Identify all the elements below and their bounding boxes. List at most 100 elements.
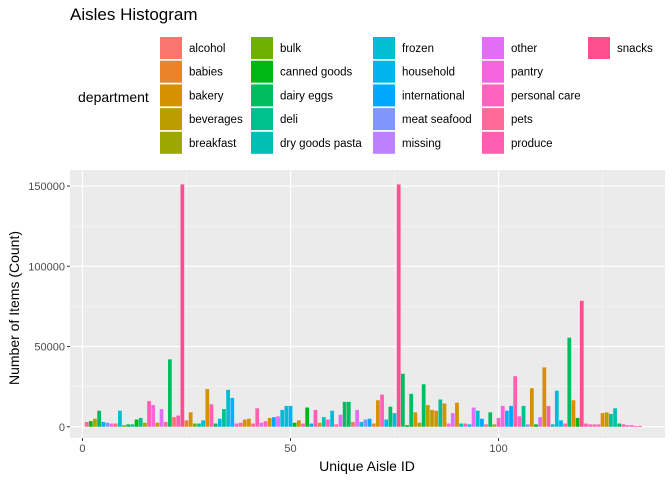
- bar-aisle-72: [380, 394, 384, 427]
- bar-aisle-109: [534, 424, 538, 427]
- bar-aisle-12: [130, 424, 135, 427]
- bar-aisle-51: [292, 422, 297, 427]
- legend-label: babies: [189, 67, 223, 79]
- y-tick-label: 150000: [28, 181, 65, 193]
- bar-aisle-11: [126, 424, 131, 427]
- chart-title: Aisles Histogram: [70, 5, 198, 24]
- bar-aisle-69: [367, 418, 372, 427]
- bar-aisle-68: [363, 419, 368, 427]
- bar-aisle-47: [276, 416, 280, 427]
- legend-key-beverages: [160, 108, 182, 131]
- bar-aisle-111: [542, 367, 547, 427]
- legend-key-bakery: [160, 84, 182, 107]
- legend-label: frozen: [402, 43, 434, 55]
- bar-aisle-24: [180, 184, 185, 427]
- legend: department alcohol babies bakery beverages b…: [78, 37, 653, 154]
- legend-key-alcohol: [160, 37, 182, 59]
- bar-aisle-117: [567, 337, 572, 427]
- legend-label: household: [402, 67, 455, 79]
- bar-aisle-133: [634, 425, 638, 427]
- legend-key-frozen: [373, 37, 395, 59]
- bar-aisle-62: [338, 414, 343, 427]
- legend-key-deli: [251, 108, 273, 131]
- bar-aisle-50: [288, 405, 293, 427]
- bar-aisle-123: [592, 424, 597, 427]
- bar-aisle-129: [617, 423, 622, 427]
- bar-aisle-43: [259, 422, 264, 427]
- bar-aisle-124: [596, 424, 601, 427]
- panel-background: [70, 170, 665, 438]
- bar-aisle-114: [554, 390, 559, 427]
- bar-aisle-21: [167, 359, 172, 427]
- bar-aisle-23: [176, 415, 181, 427]
- legend-label: produce: [511, 138, 553, 150]
- legend-key-dairy-eggs: [251, 84, 273, 107]
- bar-aisle-107: [525, 424, 530, 427]
- legend-key-canned-goods: [251, 60, 273, 83]
- legend-label: alcohol: [189, 43, 225, 55]
- bar-aisle-70: [371, 423, 376, 427]
- bar-aisle-78: [405, 425, 409, 427]
- bar-aisle-61: [334, 424, 339, 427]
- bar-aisle-59: [326, 419, 330, 427]
- bar-aisle-90: [455, 402, 459, 427]
- bar-aisle-122: [588, 424, 592, 427]
- bar-aisle-45: [267, 417, 272, 427]
- bar-aisle-88: [446, 423, 451, 427]
- bar-aisle-121: [584, 423, 588, 427]
- bar-aisle-112: [546, 405, 551, 427]
- bar-aisle-66: [355, 409, 359, 427]
- bar-aisle-80: [413, 412, 418, 427]
- bar-aisle-27: [192, 423, 197, 427]
- bar-aisle-58: [321, 417, 326, 427]
- legend-key-international: [373, 84, 395, 107]
- bar-aisle-6: [105, 422, 110, 427]
- legend-key-pantry: [482, 60, 504, 83]
- legend-title: department: [78, 89, 149, 105]
- legend-label: bulk: [280, 43, 301, 55]
- legend-key-snacks: [588, 37, 610, 59]
- bar-aisle-92: [463, 423, 468, 427]
- legend-label: deli: [280, 114, 298, 126]
- legend-label: dairy eggs: [280, 90, 333, 102]
- bar-aisle-5: [101, 421, 106, 427]
- bar-aisle-106: [521, 405, 526, 427]
- legend-label: meat seafood: [402, 114, 472, 126]
- bar-aisle-113: [550, 424, 555, 427]
- y-tick-label: 50000: [34, 342, 65, 354]
- y-tick-label: 0: [59, 422, 65, 434]
- bar-aisle-108: [529, 388, 534, 427]
- bar-aisle-30: [205, 389, 210, 427]
- legend-key-dry-goods-pasta: [251, 131, 273, 154]
- bar-aisle-36: [230, 397, 235, 427]
- bar-aisle-26: [188, 412, 193, 427]
- legend-label: breakfast: [189, 138, 237, 150]
- x-tick-label: 50: [284, 443, 296, 455]
- legend-key-personal-care: [482, 84, 504, 107]
- bar-aisle-56: [313, 409, 318, 427]
- bar-aisle-119: [575, 417, 580, 427]
- bar-aisle-73: [384, 419, 389, 427]
- bar-aisle-96: [480, 418, 484, 427]
- bar-aisle-57: [317, 422, 322, 427]
- bar-aisle-125: [600, 413, 605, 427]
- legend-label: missing: [402, 138, 441, 150]
- bar-aisle-79: [409, 393, 414, 427]
- bar-aisle-104: [513, 376, 518, 427]
- bar-aisle-102: [505, 410, 509, 427]
- bar-aisle-53: [301, 423, 305, 427]
- bar-aisle-134: [638, 425, 642, 427]
- bar-aisle-131: [625, 425, 630, 427]
- bar-aisle-93: [467, 424, 472, 427]
- bar-aisle-105: [517, 416, 522, 427]
- bar-aisle-20: [163, 421, 168, 427]
- bar-aisle-67: [359, 421, 364, 427]
- bar-aisle-9: [118, 410, 122, 427]
- bar-aisle-33: [217, 418, 222, 427]
- bar-aisle-3: [93, 418, 97, 427]
- legend-label: snacks: [617, 43, 653, 55]
- bar-aisle-98: [488, 412, 493, 427]
- bar-aisle-116: [563, 423, 568, 427]
- x-tick-label: 0: [79, 443, 85, 455]
